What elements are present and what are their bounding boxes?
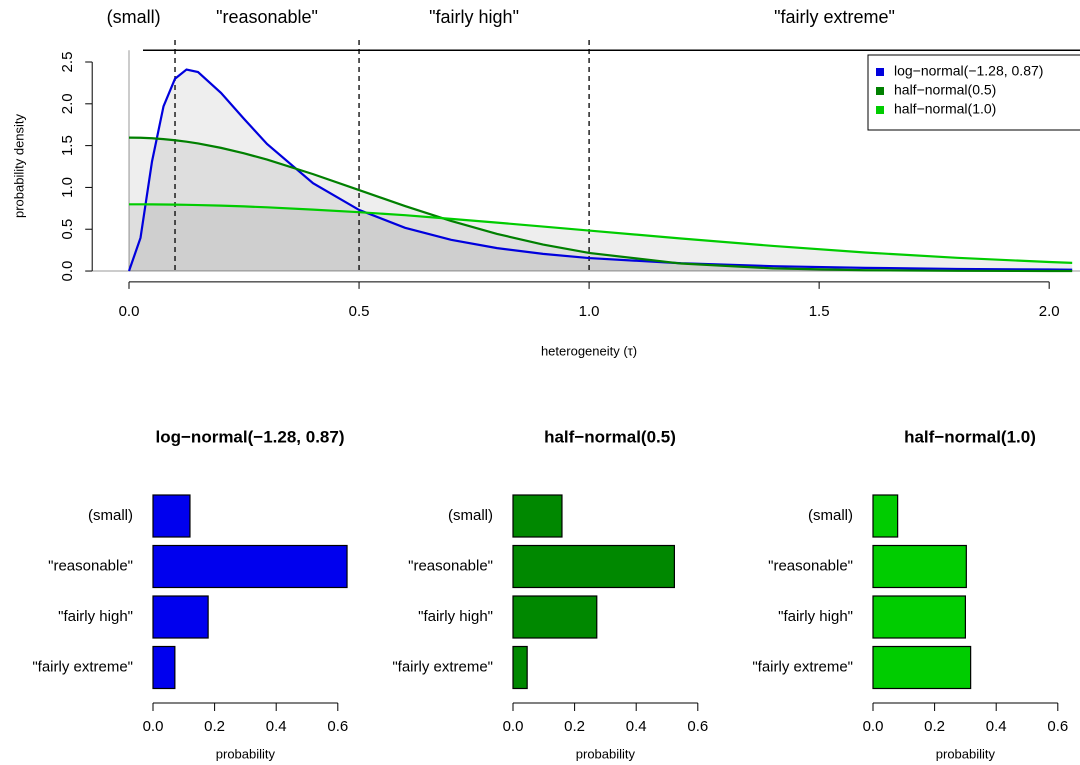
- y-tick-label: "reasonable": [408, 557, 493, 574]
- y-tick-label: "reasonable": [48, 557, 133, 574]
- legend-swatch: [876, 87, 884, 95]
- bar: [512, 595, 598, 639]
- chart-title: log−normal(−1.28, 0.87): [156, 427, 345, 446]
- density-line: [127, 68, 1073, 272]
- bar: [512, 645, 528, 690]
- x-axis-label: probability: [216, 746, 276, 761]
- x-tick-label: 2.0: [1039, 303, 1060, 320]
- area-fill: [129, 69, 1073, 272]
- legend-label: half−normal(1.0): [894, 101, 996, 117]
- x-axis-label: probability: [936, 746, 996, 761]
- x-tick-label: 1.5: [809, 303, 830, 320]
- y-tick-label: "fairly high": [418, 608, 493, 625]
- x-tick-label: 0.2: [924, 718, 945, 735]
- area-fill: [129, 204, 1073, 272]
- density-line: [129, 203, 1073, 264]
- bar: [152, 494, 191, 538]
- x-tick-label: 0.2: [564, 718, 585, 735]
- x-tick-label: 0.6: [1047, 718, 1068, 735]
- x-axis-label: heterogeneity (τ): [541, 343, 637, 358]
- x-tick-label: 0.6: [327, 718, 348, 735]
- x-axis-label: probability: [576, 746, 636, 761]
- bar: [872, 595, 967, 639]
- legend-swatch: [876, 68, 884, 76]
- y-tick-label: "fairly high": [778, 608, 853, 625]
- y-tick-label: (small): [808, 507, 853, 524]
- y-tick-label: "fairly extreme": [752, 658, 853, 675]
- region-label: "fairly high": [429, 7, 519, 27]
- x-tick-label: 1.0: [579, 303, 600, 320]
- chart-title: half−normal(1.0): [904, 427, 1036, 446]
- x-tick-label: 0.0: [119, 303, 140, 320]
- y-tick-label: 2.5: [59, 52, 76, 73]
- bar: [872, 544, 967, 589]
- y-tick-label: "fairly extreme": [32, 658, 133, 675]
- x-tick-label: 0.5: [349, 303, 370, 320]
- y-tick-label: 1.0: [59, 177, 76, 198]
- y-tick-label: 1.5: [59, 135, 76, 156]
- density-line: [128, 136, 1073, 273]
- bar: [152, 645, 176, 690]
- y-tick-label: 0.0: [59, 261, 76, 282]
- x-tick-label: 0.2: [204, 718, 225, 735]
- x-tick-label: 0.6: [687, 718, 708, 735]
- region-label: (small): [107, 7, 161, 27]
- bar: [872, 494, 899, 538]
- x-tick-label: 0.4: [266, 718, 287, 735]
- y-tick-label: "fairly high": [58, 608, 133, 625]
- bar: [872, 645, 972, 690]
- legend-label: log−normal(−1.28, 0.87): [894, 63, 1043, 79]
- y-tick-label: (small): [88, 507, 133, 524]
- x-tick-label: 0.4: [986, 718, 1007, 735]
- x-tick-label: 0.0: [863, 718, 884, 735]
- y-tick-label: "reasonable": [768, 557, 853, 574]
- legend-label: half−normal(0.5): [894, 82, 996, 98]
- y-tick-label: "fairly extreme": [392, 658, 493, 675]
- bar: [512, 494, 563, 538]
- y-tick-label: 0.5: [59, 219, 76, 240]
- chart-title: half−normal(0.5): [544, 427, 676, 446]
- y-tick-label: (small): [448, 507, 493, 524]
- bar: [512, 544, 675, 589]
- legend-swatch: [876, 106, 884, 114]
- region-label: "fairly extreme": [774, 7, 895, 27]
- y-tick-label: 2.0: [59, 93, 76, 114]
- legend-box: [867, 54, 1080, 131]
- y-axis-label: probability density: [11, 113, 26, 218]
- area-fill: [129, 137, 1073, 272]
- x-tick-label: 0.0: [503, 718, 524, 735]
- x-tick-label: 0.0: [143, 718, 164, 735]
- x-tick-label: 0.4: [626, 718, 647, 735]
- bar: [152, 544, 348, 589]
- bar: [152, 595, 209, 639]
- region-label: "reasonable": [216, 7, 318, 27]
